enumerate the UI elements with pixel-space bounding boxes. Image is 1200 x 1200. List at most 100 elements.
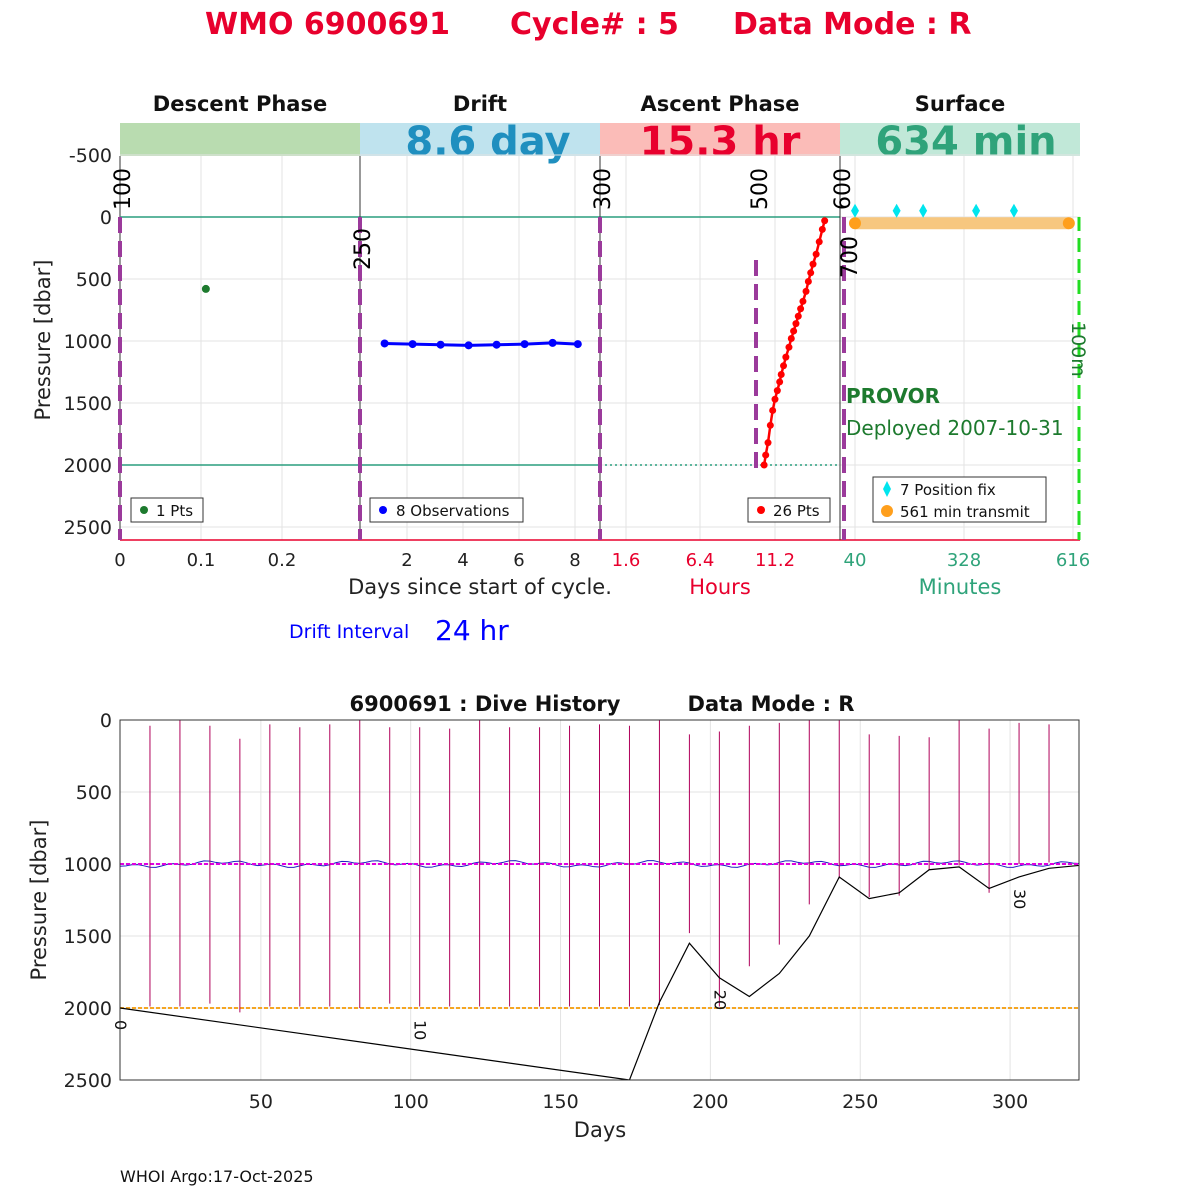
drift-point <box>492 340 501 349</box>
surface-tick-2: 616 <box>1056 550 1090 571</box>
drift-legend-text: 8 Observations <box>396 502 510 520</box>
ascent-point <box>799 297 807 305</box>
transmit-legend-text: 561 min transmit <box>900 503 1030 521</box>
drift-tick-1: 4 <box>457 550 468 571</box>
drift-point <box>408 340 417 349</box>
drift-interval-label: Drift Interval <box>289 621 409 643</box>
marker-500: 500 <box>748 168 773 210</box>
ascent-tick-1: 6.4 <box>686 550 715 571</box>
history-x-tick: 200 <box>692 1091 728 1113</box>
fix-legend-text: 7 Position fix <box>900 481 996 499</box>
history-x-tick: 50 <box>249 1091 273 1113</box>
marker-100m: 100m <box>1067 322 1089 377</box>
drift-legend-marker <box>379 506 387 514</box>
ascent-point <box>769 406 777 414</box>
history-frame <box>119 719 1080 1081</box>
position-fix-point <box>892 203 901 218</box>
ascent-point <box>818 225 826 233</box>
marker-300: 300 <box>591 168 616 210</box>
history-x-tick: 100 <box>393 1091 429 1113</box>
descent-legend-marker <box>140 506 148 514</box>
history-tick-labels: 0 500 1000 1500 2000 2500 50 100 150 200 250 300 <box>64 710 1029 1113</box>
top-x-tick-labels: 0 0.1 0.2 2 4 6 8 1.6 6.4 11.2 40 328 61… <box>114 550 1090 571</box>
position-fix-point <box>972 203 981 218</box>
float-deployed: Deployed 2007-10-31 <box>846 416 1064 440</box>
drift-point <box>548 338 557 347</box>
cycle-number-label: 10 <box>411 1020 430 1040</box>
history-y-tick: 2000 <box>64 998 112 1020</box>
top-y-tick: 2500 <box>64 517 112 539</box>
max-pressure-line <box>120 864 1079 1080</box>
transmit-point <box>1062 217 1075 230</box>
ascent-point <box>792 320 800 328</box>
title-wmo: WMO 6900691 <box>205 7 450 42</box>
history-y-tick: 500 <box>76 782 112 804</box>
history-y-tick: 1000 <box>64 854 112 876</box>
ascent-tick-2: 11.2 <box>755 550 795 571</box>
ascent-point <box>790 327 798 335</box>
ascent-point <box>809 260 817 268</box>
ascent-point <box>785 343 793 351</box>
top-y-tick-labels: -500 0 500 1000 1500 2000 2500 <box>64 145 112 539</box>
title-mode: Data Mode : R <box>733 7 971 42</box>
descent-legend-text: 1 Pts <box>156 502 193 520</box>
ascent-point <box>771 395 779 403</box>
ascent-point <box>760 461 768 469</box>
surface-tick-0: 40 <box>844 550 867 571</box>
history-x-tick: 300 <box>992 1091 1028 1113</box>
phase-headers: Descent Phase Drift Ascent Phase Surface <box>153 92 1005 116</box>
phase-separators <box>118 156 1081 540</box>
history-axes-box <box>119 719 1080 1081</box>
history-x-tick: 150 <box>542 1091 578 1113</box>
ascent-point <box>766 421 774 429</box>
ascent-legend: 26 Pts <box>747 497 831 523</box>
days-axis-label: Days since start of cycle. <box>348 575 612 599</box>
ascent-point <box>782 353 790 361</box>
descent-tick-2: 0.2 <box>268 550 297 571</box>
history-x-axis-label: Days <box>574 1118 626 1142</box>
history-mode: Data Mode : R <box>688 692 855 716</box>
ascent-point <box>780 362 788 370</box>
drift-point <box>436 340 445 349</box>
drift-legend: 8 Observations <box>369 497 524 523</box>
history-x-tick: 250 <box>842 1091 878 1113</box>
ascent-legend-text: 26 Pts <box>773 502 820 520</box>
cycle-data <box>201 203 1075 469</box>
ascent-duration: 15.3 hr <box>640 119 801 165</box>
ascent-legend-marker <box>757 506 765 514</box>
drift-point <box>520 340 529 349</box>
drift-tick-0: 2 <box>401 550 412 571</box>
surface-phase-label: Surface <box>915 92 1005 116</box>
descent-legend: 1 Pts <box>130 497 204 523</box>
drift-phase-label: Drift <box>453 92 507 116</box>
history-y-tick: 2500 <box>64 1070 112 1092</box>
position-fix-point <box>1009 203 1018 218</box>
drift-band <box>360 123 600 156</box>
drift-tick-2: 6 <box>513 550 524 571</box>
drift-point <box>464 341 473 350</box>
history-y-axis-label: Pressure [dbar] <box>27 820 51 981</box>
transmit-legend-marker <box>881 505 893 517</box>
ascent-point <box>787 335 795 343</box>
history-y-tick: 0 <box>100 710 112 732</box>
top-y-tick: 1500 <box>64 393 112 415</box>
ascent-point <box>762 451 770 459</box>
position-fix-point <box>919 203 928 218</box>
top-y-axis-label: Pressure [dbar] <box>31 260 55 421</box>
ascent-point <box>821 217 829 225</box>
footer-credit: WHOI Argo:17-Oct-2025 <box>120 1167 314 1186</box>
drift-point <box>380 339 389 348</box>
drift-interval-value: 24 hr <box>435 614 509 647</box>
drift-point <box>573 340 582 349</box>
top-x-axis-labels: Days since start of cycle. Hours Minutes <box>348 575 1001 599</box>
cycle-number-label: 20 <box>710 990 729 1010</box>
ascent-band <box>600 123 840 156</box>
ascent-point <box>802 287 810 295</box>
descent-tick-1: 0.1 <box>187 550 216 571</box>
surface-band <box>840 123 1080 156</box>
title-cycle: Cycle# : 5 <box>510 7 679 42</box>
top-y-tick: 0 <box>100 207 112 229</box>
ascent-point <box>764 439 772 447</box>
descent-band <box>120 123 360 156</box>
